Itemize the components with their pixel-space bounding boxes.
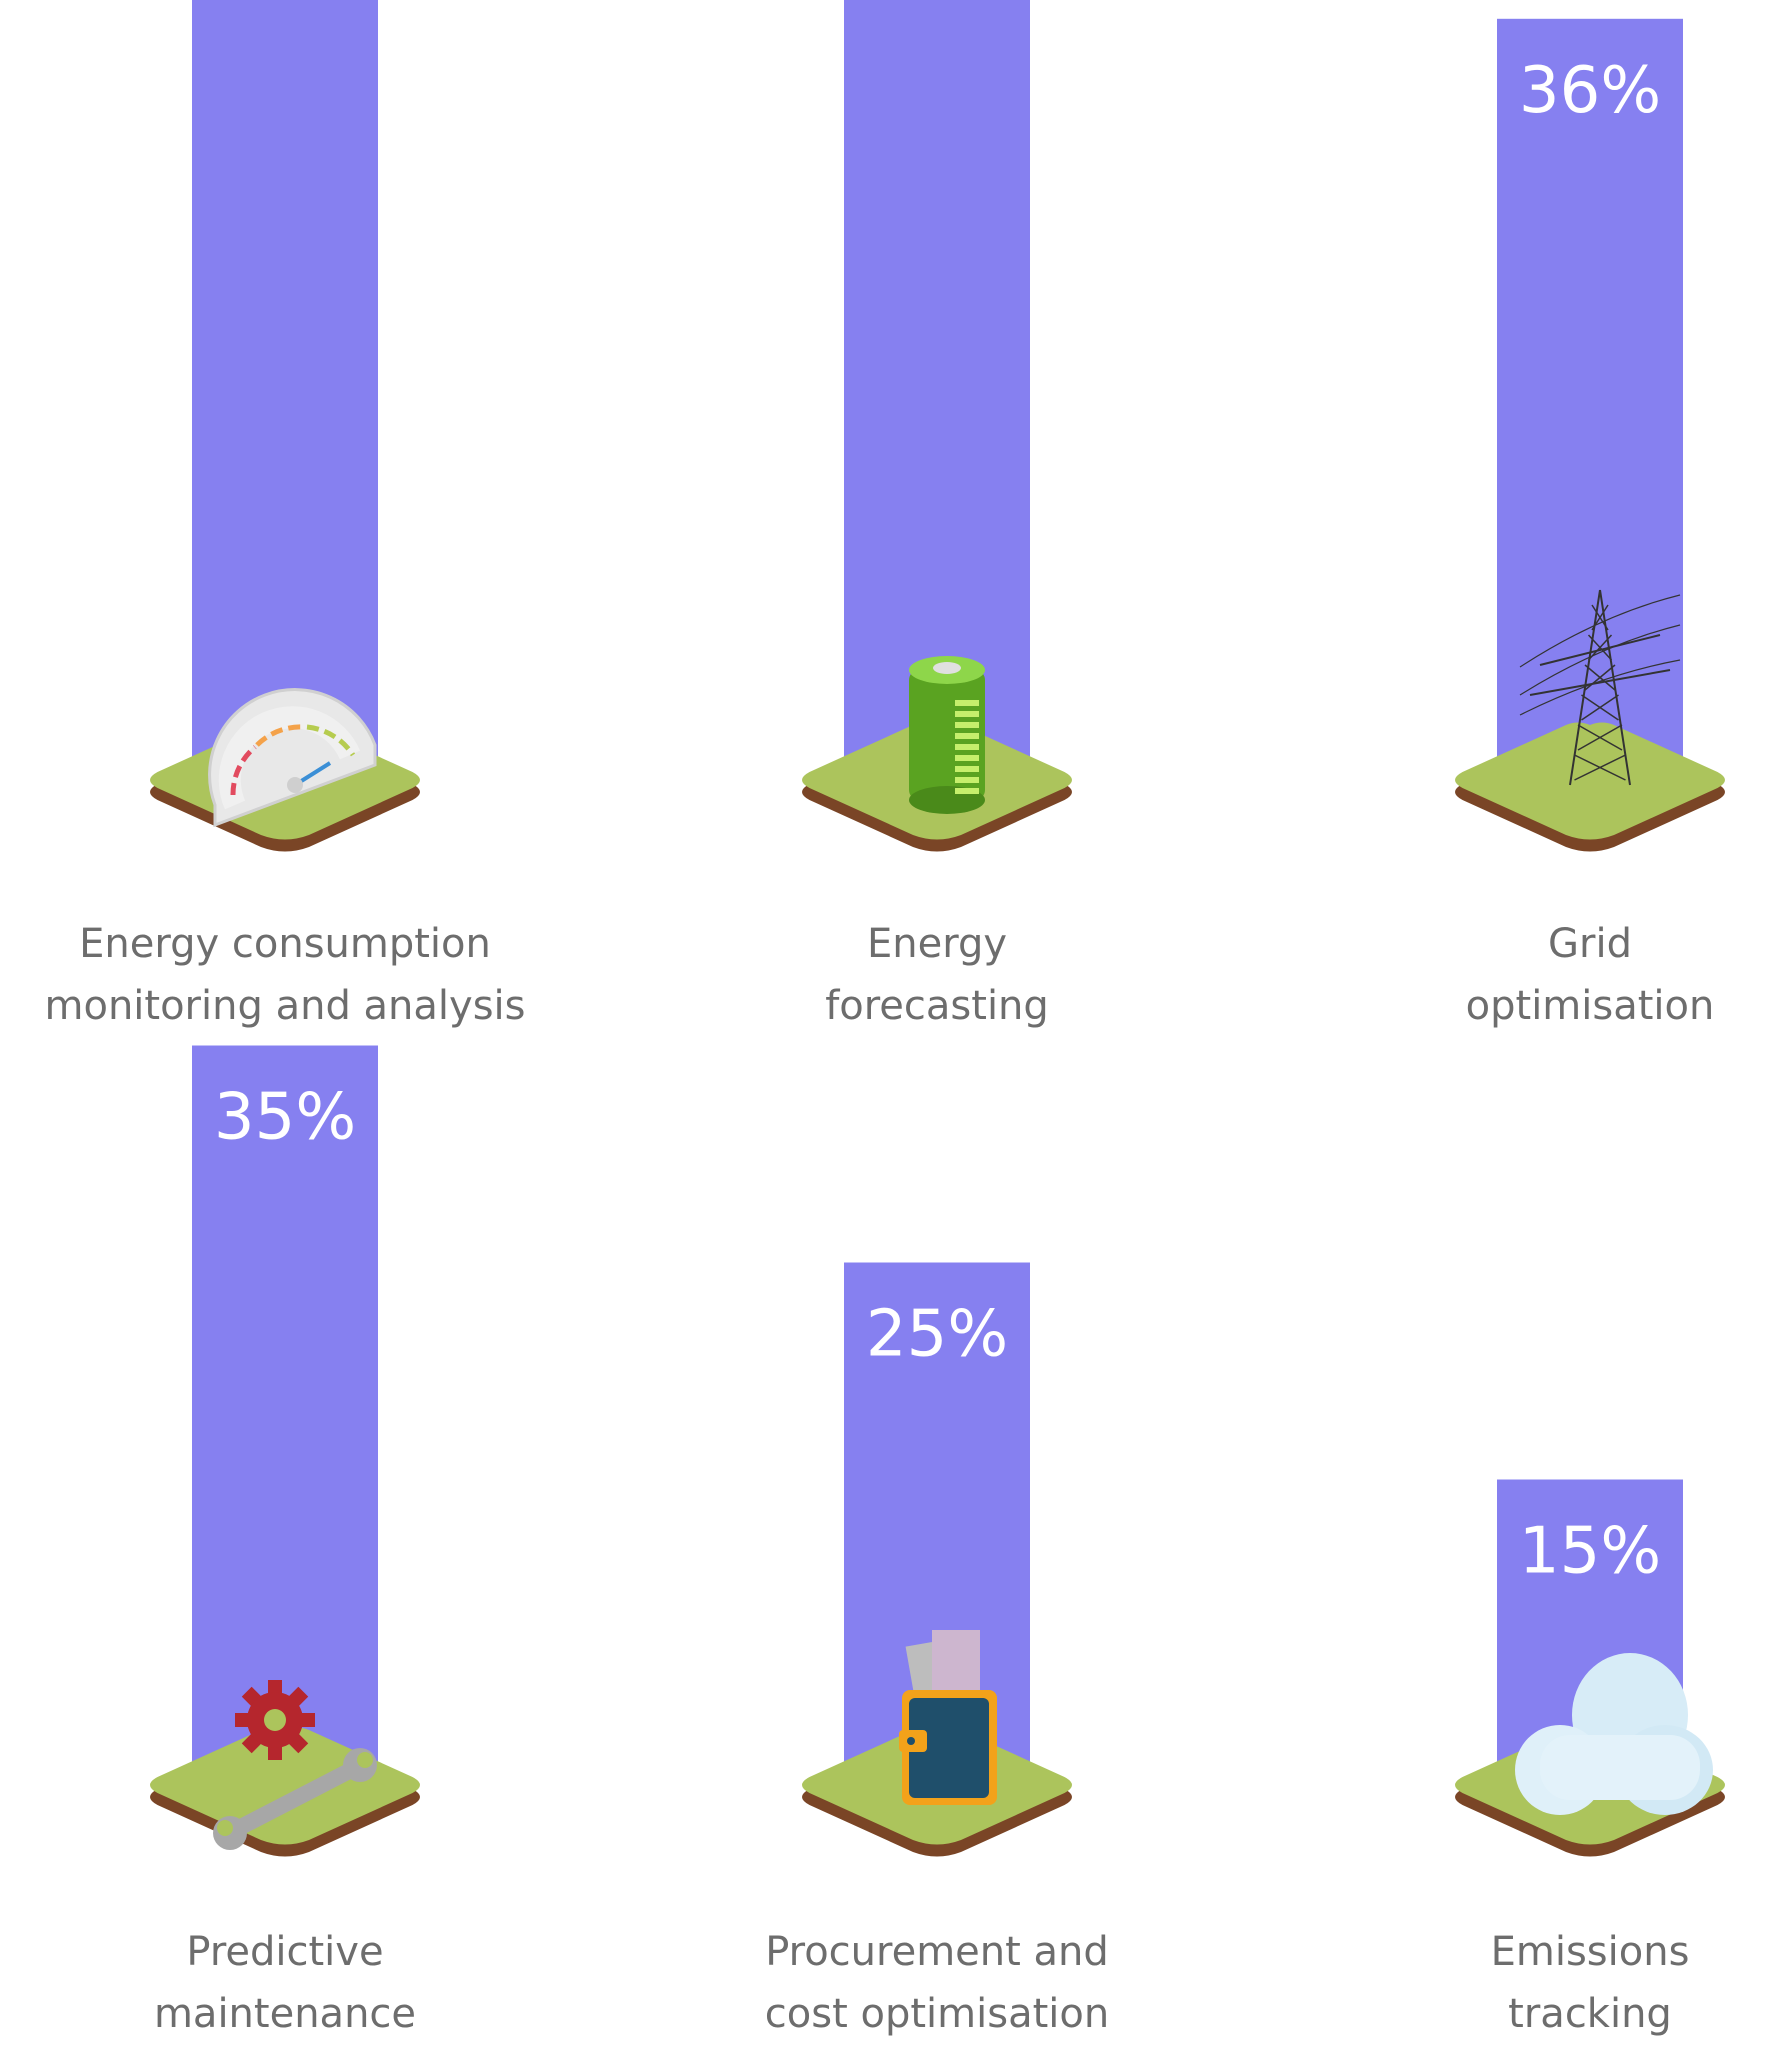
category-label: Predictive: [186, 1929, 383, 1975]
bar-value-label: 35%: [214, 1081, 356, 1155]
category-label: Energy: [867, 921, 1007, 967]
bar-group: 36% Grid optimisation: [1455, 18, 1725, 1029]
power-pylon-icon: [1519, 589, 1681, 786]
category-label: Energy consumption: [79, 921, 491, 967]
speedometer-icon: [208, 688, 377, 828]
wallet-icon: [899, 1630, 997, 1805]
bar-group: 35% Predictive maintenance: [150, 1045, 420, 2037]
bar: [1497, 18, 1683, 801]
gear-wrench-icon: [213, 1680, 377, 1850]
category-label: maintenance: [154, 1991, 416, 2037]
bar-group: 25% Procurement and cost optimisation: [765, 1262, 1109, 2037]
bar-value-label: 15%: [1519, 1515, 1661, 1589]
platform-top: [1455, 722, 1725, 840]
bar: [192, 0, 378, 801]
category-label: Emissions: [1491, 1929, 1690, 1975]
category-label: cost optimisation: [765, 1991, 1109, 2037]
category-label: forecasting: [825, 983, 1049, 1029]
bar-value-label: 36%: [1519, 54, 1661, 128]
bar: [192, 1045, 378, 1805]
category-label: Procurement and: [765, 1929, 1109, 1975]
battery-icon: [909, 656, 985, 814]
category-label: Grid: [1548, 921, 1632, 967]
category-label: optimisation: [1466, 983, 1715, 1029]
category-label: tracking: [1508, 1991, 1672, 2037]
cloud-icon: [1515, 1653, 1713, 1815]
category-label: monitoring and analysis: [45, 983, 526, 1029]
bar-value-label: 25%: [866, 1298, 1008, 1372]
bar-group: 15% Emissions tracking: [1455, 1479, 1725, 2037]
